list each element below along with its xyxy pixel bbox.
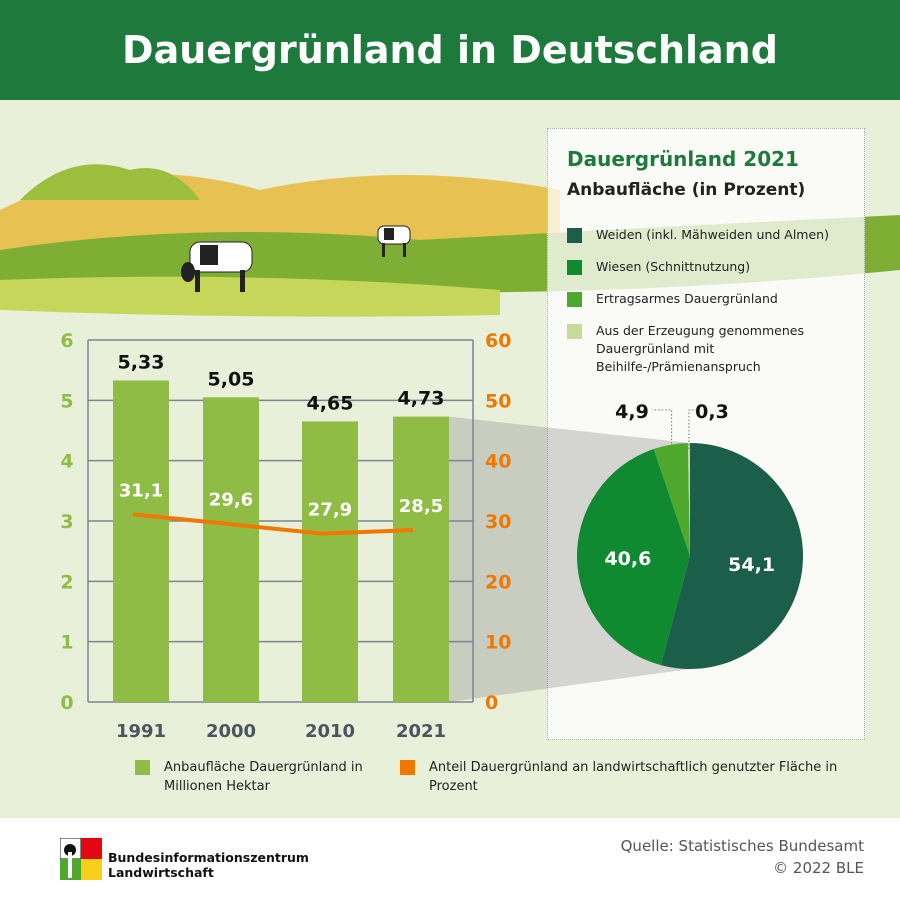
bar — [393, 416, 449, 702]
bar-value-label: 4,65 — [307, 392, 354, 414]
line-value-label: 28,5 — [399, 496, 443, 517]
bar-value-label: 5,05 — [208, 368, 255, 390]
legend-swatch — [567, 260, 582, 275]
legend-swatch — [567, 292, 582, 307]
cow-icon — [377, 225, 411, 257]
pie-legend-item: Wiesen (Schnittnutzung) — [567, 258, 857, 276]
legend-label: Aus der Erzeugung genommenes Dauergrünla… — [596, 323, 804, 374]
line-series — [132, 512, 414, 536]
pie-title: Dauergrünland 2021 — [567, 147, 799, 171]
legend-label: Ertragsarmes Dauergrünland — [596, 291, 778, 306]
legend-item-line: Anteil Dauergrünland an landwirtschaftli… — [400, 758, 849, 796]
y-left-tick-label: 3 — [60, 511, 73, 533]
line-value-label: 27,9 — [308, 500, 352, 521]
y-right-tick-label: 10 — [485, 632, 511, 654]
y-right-tick-label: 20 — [485, 571, 511, 593]
pie-leader-line — [688, 409, 696, 450]
y-left-tick-label: 2 — [60, 571, 73, 593]
y-left-tick-label: 4 — [60, 451, 73, 473]
bar — [113, 380, 169, 702]
pie-subtitle: Anbaufläche (in Prozent) — [567, 180, 806, 200]
y-right-tick-label: 30 — [485, 511, 511, 533]
bzl-logo-icon — [60, 838, 102, 880]
bar-value-label: 5,33 — [118, 351, 165, 373]
bar — [302, 421, 358, 702]
pie-value-label: 0,3 — [695, 401, 729, 423]
logo-line-2: Landwirtschaft — [108, 865, 214, 880]
bar-value-label: 4,73 — [398, 388, 445, 410]
copyright-text: © 2022 BLE — [773, 859, 864, 877]
logo: Bundesinformationszentrum Landwirtschaft — [60, 838, 309, 880]
y-right-tick-label: 60 — [485, 330, 511, 352]
y-right-tick-label: 0 — [485, 692, 498, 714]
x-tick-label: 1991 — [116, 721, 166, 742]
x-tick-label: 2000 — [206, 721, 256, 742]
pie-slice — [653, 443, 690, 556]
legend-label: Anteil Dauergrünland an landwirtschaftli… — [429, 760, 838, 794]
y-left-tick-label: 0 — [60, 692, 73, 714]
pie-value-label: 40,6 — [604, 548, 651, 570]
x-tick-label: 2021 — [396, 721, 446, 742]
line-value-label: 29,6 — [209, 489, 253, 510]
legend-swatch — [400, 760, 415, 775]
legend-swatch — [567, 228, 582, 243]
page-title: Dauergrünland in Deutschland — [0, 0, 900, 100]
legend-label: Weiden (inkl. Mähweiden und Almen) — [596, 227, 829, 242]
legend-swatch — [567, 324, 582, 339]
legend-item-bars: Anbaufläche Dauergrünland in Millionen H… — [135, 758, 364, 796]
legend-label: Anbaufläche Dauergrünland in Millionen H… — [164, 760, 363, 794]
legend-label: Wiesen (Schnittnutzung) — [596, 259, 751, 274]
y-left-tick-label: 1 — [60, 632, 73, 654]
bar — [203, 397, 259, 702]
pie-value-label: 54,1 — [728, 554, 775, 576]
pie-legend-item: Aus der Erzeugung genommenes Dauergrünla… — [567, 322, 817, 376]
cow-icon — [181, 241, 253, 292]
x-tick-label: 2010 — [305, 721, 355, 742]
pie-slice — [687, 443, 690, 556]
y-left-tick-label: 6 — [60, 330, 73, 352]
y-left-tick-label: 5 — [60, 390, 73, 412]
pie-legend-item: Ertragsarmes Dauergrünland — [567, 290, 857, 308]
pie-leader-line — [652, 409, 673, 451]
pie-slice — [660, 443, 803, 670]
source-text: Quelle: Statistisches Bundesamt — [620, 837, 864, 855]
legend-swatch — [135, 760, 150, 775]
y-right-tick-label: 40 — [485, 451, 511, 473]
pie-value-label: 4,9 — [615, 401, 649, 423]
pie-slice — [577, 448, 690, 666]
logo-line-1: Bundesinformationszentrum — [108, 850, 309, 865]
pie-legend-item: Weiden (inkl. Mähweiden und Almen) — [567, 226, 857, 244]
line-value-label: 31,1 — [119, 480, 163, 501]
y-right-tick-label: 50 — [485, 390, 511, 412]
